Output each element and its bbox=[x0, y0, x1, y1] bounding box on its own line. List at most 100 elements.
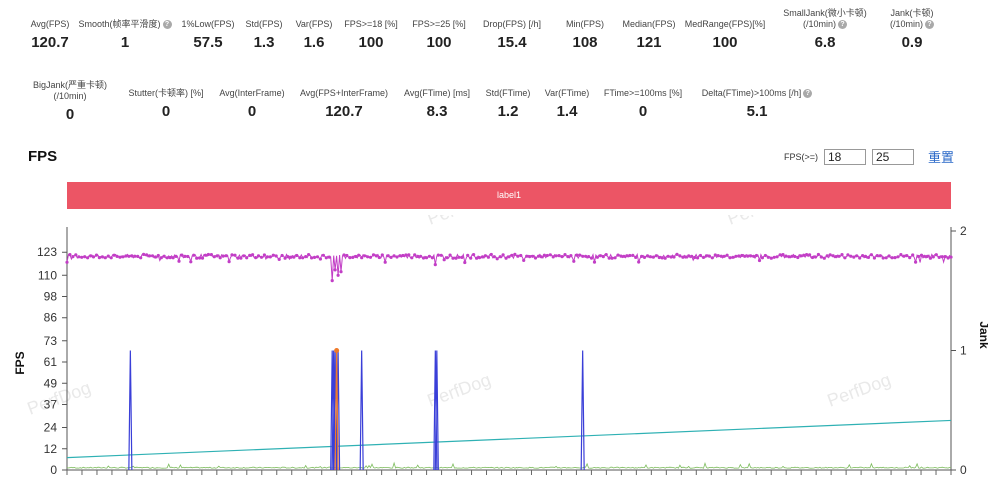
metric-small-jank: SmallJank(微小卡顿) (/10min)? 6.8 bbox=[765, 8, 885, 51]
metric-label-unit: (/10min)? bbox=[852, 19, 972, 30]
metric-label: Avg(FPS) bbox=[30, 19, 70, 29]
metric-medrange: MedRange(FPS)[%] 100 bbox=[665, 19, 785, 51]
label-bar[interactable]: label1 bbox=[67, 182, 951, 209]
metric-value: 120.7 bbox=[31, 34, 69, 51]
metric-label: Jank(卡顿) bbox=[890, 8, 934, 18]
metric-low1: 1%Low(FPS) 57.5 bbox=[148, 19, 268, 51]
y-tick-label: 123 bbox=[37, 245, 57, 259]
metric-value: 0 bbox=[638, 103, 648, 120]
fps-threshold-input-2[interactable] bbox=[871, 148, 914, 165]
metric-jank: Jank(卡顿) (/10min)? 0.9 bbox=[852, 8, 972, 51]
metric-avg-interframe: Avg(InterFrame) 0 bbox=[192, 88, 312, 120]
metric-value: 1.3 bbox=[253, 34, 275, 51]
y-tick-label: 73 bbox=[44, 334, 58, 348]
metric-label: Var(FPS) bbox=[295, 19, 333, 29]
y-tick-label: 12 bbox=[44, 442, 58, 456]
metric-delta-ftime: Delta(FTime)>100ms [/h]? 5.1 bbox=[697, 88, 817, 120]
metric-value: 5.1 bbox=[746, 103, 768, 120]
help-icon[interactable]: ? bbox=[162, 20, 172, 30]
y2-tick-label: 1 bbox=[960, 344, 967, 358]
jank-spike bbox=[580, 350, 585, 471]
metric-label: FTime>=100ms [%] bbox=[603, 88, 683, 98]
metric-fps-25: FPS>=25 [%] 100 bbox=[379, 19, 499, 51]
metric-label: Drop(FPS) [/h] bbox=[482, 19, 541, 29]
metrics-panel: Avg(FPS) 120.7 Smooth(帧率平滑度)? 1 1%Low(FPS) 57… bbox=[0, 0, 988, 140]
reset-button[interactable]: 重置 bbox=[927, 150, 954, 165]
metric-value: 1.2 bbox=[497, 103, 519, 120]
metric-std-ftime: Std(FTime) 1.2 bbox=[448, 88, 568, 120]
metric-ftime-100: FTime>=100ms [%] 0 bbox=[583, 88, 703, 120]
bigjank-point bbox=[334, 348, 340, 353]
metric-label: FPS>=25 [%] bbox=[412, 19, 466, 29]
metric-var-fps: Var(FPS) 1.6 bbox=[254, 19, 374, 51]
series-minor bbox=[66, 461, 951, 469]
y2-axis-label: Jank bbox=[977, 321, 988, 349]
metric-label: SmallJank(微小卡顿) bbox=[783, 8, 867, 18]
y-tick-label: 61 bbox=[44, 355, 58, 369]
metric-value: 0.9 bbox=[901, 34, 923, 51]
y-tick-label: 98 bbox=[44, 290, 58, 304]
jank-spike bbox=[434, 350, 439, 471]
metric-value: 1.4 bbox=[556, 103, 578, 120]
metric-label: Avg(FPS+InterFrame) bbox=[299, 88, 389, 98]
metric-value: 8.3 bbox=[426, 103, 448, 120]
metric-label: Stutter(卡顿率) [%] bbox=[128, 88, 204, 98]
metric-avg-fps-interframe: Avg(FPS+InterFrame) 120.7 bbox=[284, 88, 404, 120]
y-tick-label: 37 bbox=[44, 397, 58, 411]
metric-value: 0 bbox=[65, 106, 75, 123]
metric-value: 1 bbox=[120, 34, 130, 51]
metric-std-fps: Std(FPS) 1.3 bbox=[204, 19, 324, 51]
metric-stutter: Stutter(卡顿率) [%] 0 bbox=[106, 88, 226, 120]
y-tick-label: 110 bbox=[38, 268, 57, 282]
metric-label: Std(FTime) bbox=[485, 88, 531, 98]
y-tick-label: 86 bbox=[44, 311, 58, 325]
series-fps bbox=[66, 252, 952, 281]
fps-threshold-label: FPS(>=) bbox=[783, 151, 818, 162]
help-icon[interactable]: ? bbox=[925, 20, 934, 30]
help-icon[interactable]: ? bbox=[803, 89, 813, 99]
metric-smooth: Smooth(帧率平滑度)? 1 bbox=[65, 19, 185, 51]
metric-label: MedRange(FPS)[%] bbox=[684, 19, 766, 29]
metric-label: Min(FPS) bbox=[566, 19, 604, 29]
metric-value: 100 bbox=[712, 34, 738, 51]
metric-value: 0 bbox=[161, 103, 171, 120]
fps-threshold-controls: FPS(>=) 重置 bbox=[784, 147, 954, 166]
watermark-2: PerfDog bbox=[825, 369, 894, 410]
metric-label: FPS>=18 [%] bbox=[344, 19, 398, 29]
metric-value: 6.8 bbox=[814, 34, 836, 51]
metric-value: 100 bbox=[426, 34, 452, 51]
y2-tick-label: 0 bbox=[960, 463, 967, 477]
metric-label: Avg(InterFrame) bbox=[219, 88, 285, 98]
metric-value: 15.4 bbox=[497, 34, 527, 51]
metric-value: 120.7 bbox=[325, 103, 363, 120]
metric-fps-18: FPS>=18 [%] 100 bbox=[311, 19, 431, 51]
metric-value: 57.5 bbox=[193, 34, 223, 51]
watermark-0: PerfDog bbox=[25, 377, 94, 418]
jank-spike bbox=[359, 350, 364, 471]
metric-label: Median(FPS) bbox=[622, 19, 676, 29]
metric-label-unit: (/10min)? bbox=[765, 19, 885, 30]
metric-label: Std(FPS) bbox=[245, 19, 283, 29]
fps-threshold-input-1[interactable] bbox=[823, 148, 866, 165]
metric-label: Avg(FTime) [ms] bbox=[403, 88, 470, 98]
metric-avg-fps: Avg(FPS) 120.7 bbox=[0, 19, 110, 51]
metric-label: Var(FTime) bbox=[544, 88, 590, 98]
jank-spike bbox=[128, 350, 133, 471]
metric-label: BigJank(严重卡顿) bbox=[32, 80, 107, 90]
help-icon[interactable]: ? bbox=[838, 20, 847, 30]
y-tick-label: 49 bbox=[44, 376, 58, 390]
metric-label: 1%Low(FPS) bbox=[181, 19, 235, 29]
metric-var-ftime: Var(FTime) 1.4 bbox=[507, 88, 627, 120]
y-tick-label: 24 bbox=[44, 421, 58, 435]
metric-value: 108 bbox=[572, 34, 598, 51]
y2-tick-label: 2 bbox=[960, 224, 967, 238]
metric-avg-ftime: Avg(FTime) [ms] 8.3 bbox=[377, 88, 497, 120]
metric-drop-fps: Drop(FPS) [/h] 15.4 bbox=[452, 19, 572, 51]
y-axis-label: FPS bbox=[13, 351, 27, 374]
fps-chart[interactable]: PerfDogPerfDogPerfDogPerfDogPerfDog01224… bbox=[0, 215, 988, 482]
metric-value: 100 bbox=[358, 34, 384, 51]
series-trend bbox=[66, 419, 952, 459]
section-title: FPS bbox=[28, 148, 58, 165]
metric-value: 1.6 bbox=[303, 34, 325, 51]
y-tick-label: 0 bbox=[50, 463, 57, 477]
